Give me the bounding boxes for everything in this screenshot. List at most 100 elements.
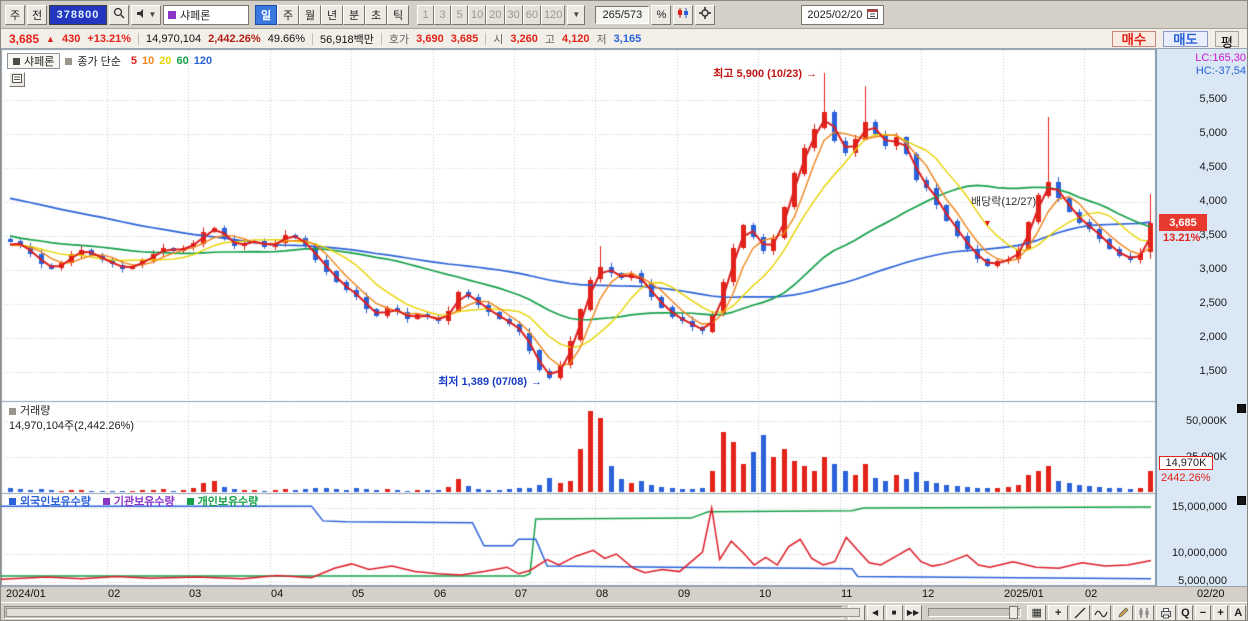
date-tick: 10: [759, 588, 772, 600]
candle-tool-button[interactable]: [1134, 604, 1155, 620]
chart-type-button[interactable]: [673, 4, 694, 25]
ownership-legend-label: 기관보유수량: [113, 496, 175, 508]
trendline-icon: [1074, 607, 1086, 619]
price-tick: 5,500: [1199, 93, 1227, 105]
interval-button-1[interactable]: 1: [417, 4, 434, 25]
candle-icon: [1138, 607, 1150, 619]
auto-scale-button[interactable]: A: [1230, 604, 1247, 620]
price-tick: 2,000: [1199, 331, 1227, 343]
right-arrow-icon: →: [806, 67, 817, 80]
ownership-panel-maximize-button[interactable]: [1237, 496, 1246, 505]
ownership-legend-label: 외국인보유수량: [20, 496, 91, 508]
price-tick: 4,500: [1199, 161, 1227, 173]
open-price: 3,260: [510, 32, 538, 45]
ma-legend-label: 종가 단순: [77, 56, 121, 68]
draw-tool-button[interactable]: [1113, 604, 1133, 620]
pencil-icon: [1117, 607, 1129, 619]
zoom-slider[interactable]: [927, 606, 1021, 619]
date-tick: 05: [352, 588, 365, 600]
settings-button[interactable]: [695, 4, 716, 25]
indicator-tool-button[interactable]: [9, 72, 25, 87]
volume-tick: 50,000K: [1186, 415, 1227, 427]
interval-button-3[interactable]: 3: [434, 4, 451, 25]
crosshair-tool-button[interactable]: +: [1048, 604, 1068, 620]
search-button[interactable]: [109, 4, 129, 25]
right-axis: LC:165,30 HC:-37,54 5,500 5,000 4,500 4,000…: [1156, 49, 1247, 587]
interval-button-10[interactable]: 10: [468, 4, 487, 25]
legend-square-icon: [102, 497, 110, 505]
chart-nav-button-1[interactable]: ◀: [866, 604, 884, 620]
prev-stock-button[interactable]: 전: [27, 4, 47, 25]
print-tool-button[interactable]: [1156, 604, 1176, 620]
percent-scale-button[interactable]: %: [651, 4, 672, 25]
interval-dropdown[interactable]: ▼: [567, 4, 586, 25]
date-tick: 08: [596, 588, 609, 600]
date-tick: 02: [108, 588, 121, 600]
chart-canvas[interactable]: [1, 49, 1156, 586]
interval-button-20[interactable]: 20: [486, 4, 505, 25]
zoom-search-button[interactable]: Q: [1177, 604, 1194, 620]
volume-panel-label: 거래량 14,970,104주(2,442.26%): [9, 404, 134, 434]
list-icon: [12, 73, 22, 86]
interval-button-30[interactable]: 30: [504, 4, 523, 25]
stock-name-combo[interactable]: 샤페론: [163, 4, 249, 25]
ma-legend-5: 5: [130, 55, 138, 67]
ma-legend-120: 120: [193, 55, 213, 67]
date-tick: 03: [189, 588, 202, 600]
chart-title: 샤페론: [24, 56, 55, 68]
period-tab-초[interactable]: 초: [365, 4, 387, 25]
avg-button[interactable]: 평: [1214, 30, 1239, 50]
chart-nav-button-2[interactable]: ■: [885, 604, 903, 620]
hoga-label: 호가: [388, 33, 410, 46]
scrollbar-thumb[interactable]: [6, 608, 860, 617]
period-tab-틱[interactable]: 틱: [387, 4, 409, 25]
period-tab-분[interactable]: 분: [343, 4, 365, 25]
scrollbar-track[interactable]: [4, 606, 860, 619]
high-label: 고: [544, 33, 556, 46]
ownership-legend-item-1: 기관보유수량: [102, 493, 175, 509]
price-tick: 3,500: [1199, 229, 1227, 241]
interval-button-5[interactable]: 5: [451, 4, 468, 25]
interval-buttons: 1 3 5 10 20 30 60 120: [417, 4, 566, 25]
legend-square-icon: [9, 497, 16, 505]
week-toggle-button[interactable]: 주: [5, 4, 25, 25]
zoom-out-button[interactable]: −: [1195, 604, 1211, 620]
date-axis: 02/20 2024/01 02 03 04 05 06 07 08 09 10 11 12 2025/…: [1, 586, 1247, 602]
date-value: 2025/02/20: [807, 8, 863, 21]
voice-button[interactable]: ▼: [131, 4, 161, 25]
chart-legend: 샤페론 종가 단순 5 10 20 60 120: [7, 53, 212, 69]
period-tab-월[interactable]: 월: [299, 4, 321, 25]
candle-counter: 265/573: [595, 5, 650, 24]
volume-ratio-badge: 2442.26%: [1161, 471, 1211, 484]
date-tick: 2024/01: [6, 588, 46, 600]
zoom-slider-handle[interactable]: [1008, 606, 1018, 619]
legend-square-icon: [186, 497, 194, 505]
volume-panel-maximize-button[interactable]: [1237, 404, 1246, 413]
date-tick: 09: [678, 588, 691, 600]
current-price: 3,685: [9, 31, 40, 46]
date-picker[interactable]: 2025/02/20: [801, 4, 885, 25]
zoom-in-button[interactable]: +: [1212, 604, 1229, 620]
chart-nav-button-3[interactable]: ▶▶: [904, 604, 922, 620]
sell-button[interactable]: 매도: [1163, 30, 1208, 47]
interval-button-120[interactable]: 120: [541, 4, 566, 25]
period-tab-년[interactable]: 년: [321, 4, 343, 25]
gear-icon: [699, 7, 712, 22]
trendline-tool-button[interactable]: [1070, 604, 1090, 620]
period-tab-일[interactable]: 일: [255, 4, 277, 25]
chart-title-chip[interactable]: 샤페론: [7, 53, 61, 69]
period-tab-주[interactable]: 주: [277, 4, 299, 25]
high-point-annotation: 최고 5,900 (10/23) →: [713, 65, 817, 81]
current-price-badge: 3,685: [1159, 214, 1207, 232]
interval-button-60[interactable]: 60: [522, 4, 541, 25]
date-tick: 2025/01: [1004, 588, 1044, 600]
open-label: 시: [493, 33, 504, 46]
low-label: 저: [596, 33, 607, 46]
wave-tool-button[interactable]: [1091, 604, 1112, 620]
date-tick: 02: [1085, 588, 1098, 600]
buy-button[interactable]: 매수: [1111, 30, 1157, 47]
price-tick: 2,500: [1199, 297, 1227, 309]
grid-tool-button[interactable]: ▦: [1026, 604, 1047, 620]
stock-code-input[interactable]: 378800: [49, 4, 107, 25]
